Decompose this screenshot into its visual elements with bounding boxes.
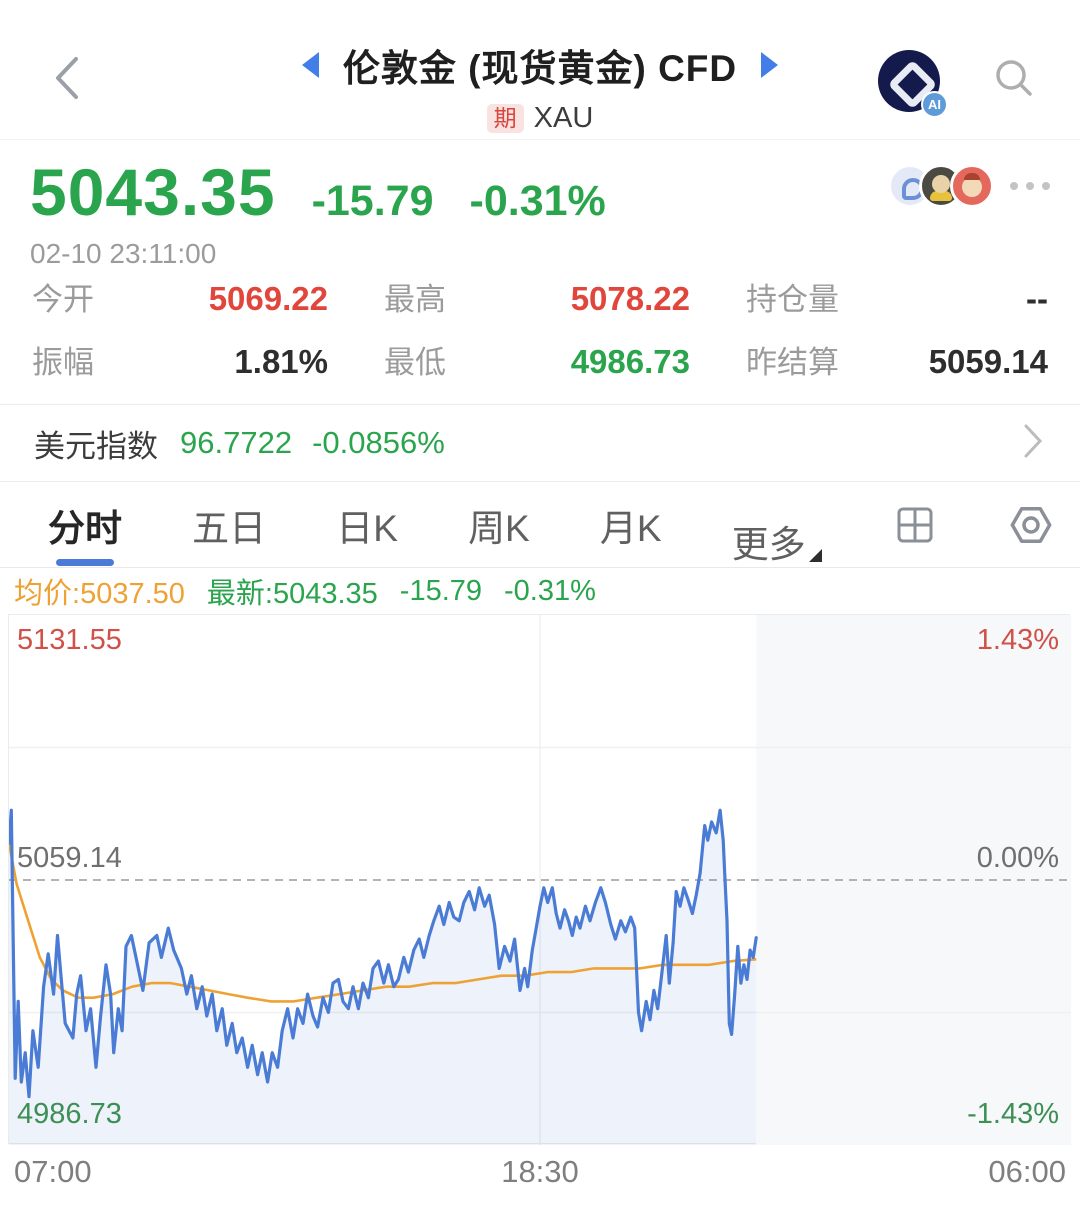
price-plot: [9, 615, 1071, 1145]
header: 伦敦金 (现货黄金) CFD 期 XAU AI: [0, 0, 1080, 140]
chart-legend: 均价:5037.50 最新:5043.35 -15.79 -0.31%: [0, 568, 1080, 614]
ai-badge: AI: [921, 91, 948, 118]
stat-open-interest: 持仓量 --: [746, 280, 1048, 317]
usd-index-value: 96.7722: [180, 425, 293, 460]
price-area-fill: [9, 810, 757, 1145]
price-change: -15.79: [311, 177, 434, 225]
futures-badge: 期: [486, 103, 524, 134]
tab-weekly-k[interactable]: 周K: [468, 507, 530, 549]
stat-open: 今开 5069.22: [32, 280, 328, 317]
search-button[interactable]: [992, 56, 1036, 100]
axis-tick-middle: 18:30: [501, 1154, 579, 1189]
usd-index-label: 美元指数: [34, 428, 158, 464]
back-button[interactable]: [46, 52, 90, 104]
tab-monthly-k[interactable]: 月K: [599, 507, 662, 549]
price-section: 5043.35 -15.79 -0.31% 02-10 23:11:00: [0, 140, 1080, 269]
chart-settings-button[interactable]: [1008, 502, 1054, 548]
price-change-pct: -0.31%: [469, 177, 606, 225]
y-label-high: 5131.55: [17, 624, 122, 656]
quote-timestamp: 02-10 23:11:00: [30, 238, 217, 269]
latest-change-legend: -15.79: [399, 574, 483, 607]
y-label-base-pct: 0.00%: [976, 842, 1059, 874]
tab-minute[interactable]: 分时: [48, 482, 122, 568]
search-icon: [996, 60, 1032, 96]
avg-price-line: [9, 842, 757, 1003]
title-block: 伦敦金 (现货黄金) CFD 期 XAU: [0, 38, 1080, 135]
chevron-right-icon: [1020, 421, 1046, 466]
last-price: 5043.35: [30, 155, 276, 229]
more-options-icon[interactable]: [1010, 182, 1050, 190]
chart-period-tabs: 分时 五日 日K 周K 月K 更多: [0, 482, 1080, 568]
avg-price-legend: 均价:5037.50: [14, 578, 185, 610]
prev-instrument-arrow-icon[interactable]: [301, 52, 319, 78]
gear-icon: [1010, 506, 1052, 543]
usd-index-row[interactable]: 美元指数 96.7722 -0.0856%: [0, 404, 1080, 482]
app-logo-icon[interactable]: AI: [878, 50, 948, 118]
time-axis: 07:00 18:30 06:00: [0, 1144, 1080, 1190]
tab-more[interactable]: 更多: [732, 482, 822, 568]
y-label-base: 5059.14: [17, 842, 122, 874]
stats-grid: 今开 5069.22 最高 5078.22 持仓量 -- 振幅 1.81% 最低…: [0, 268, 1080, 382]
intraday-chart[interactable]: 5131.55 1.43% 5059.14 0.00% 4986.73 -1.4…: [8, 614, 1071, 1145]
stat-amplitude: 振幅 1.81%: [32, 343, 328, 380]
next-instrument-arrow-icon[interactable]: [761, 52, 779, 78]
axis-tick-end: 06:00: [988, 1154, 1066, 1189]
y-label-low: 4986.73: [17, 1098, 122, 1131]
avatar: [950, 164, 994, 208]
grid-layout-button[interactable]: [892, 502, 938, 548]
stat-high: 最高 5078.22: [384, 280, 690, 317]
y-label-low-pct: -1.43%: [967, 1098, 1059, 1131]
grid-icon: [897, 507, 933, 542]
tab-5day[interactable]: 五日: [192, 507, 267, 549]
more-dropdown-triangle-icon: [808, 548, 822, 562]
usd-index-change: -0.0856%: [312, 425, 445, 460]
stat-low: 最低 4986.73: [384, 343, 690, 380]
tab-daily-k[interactable]: 日K: [336, 507, 398, 549]
symbol-code: XAU: [533, 102, 594, 134]
y-label-high-pct: 1.43%: [976, 624, 1059, 656]
latest-pct-legend: -0.31%: [504, 574, 596, 607]
axis-tick-start: 07:00: [14, 1154, 92, 1189]
comments-avatars[interactable]: [888, 164, 1050, 208]
latest-price-legend: 最新:5043.35: [206, 578, 378, 610]
price-line: [9, 808, 758, 1099]
stat-prev-settle: 昨结算 5059.14: [746, 343, 1048, 380]
page-title: 伦敦金 (现货黄金) CFD: [342, 48, 738, 89]
back-chevron-icon: [56, 57, 78, 99]
